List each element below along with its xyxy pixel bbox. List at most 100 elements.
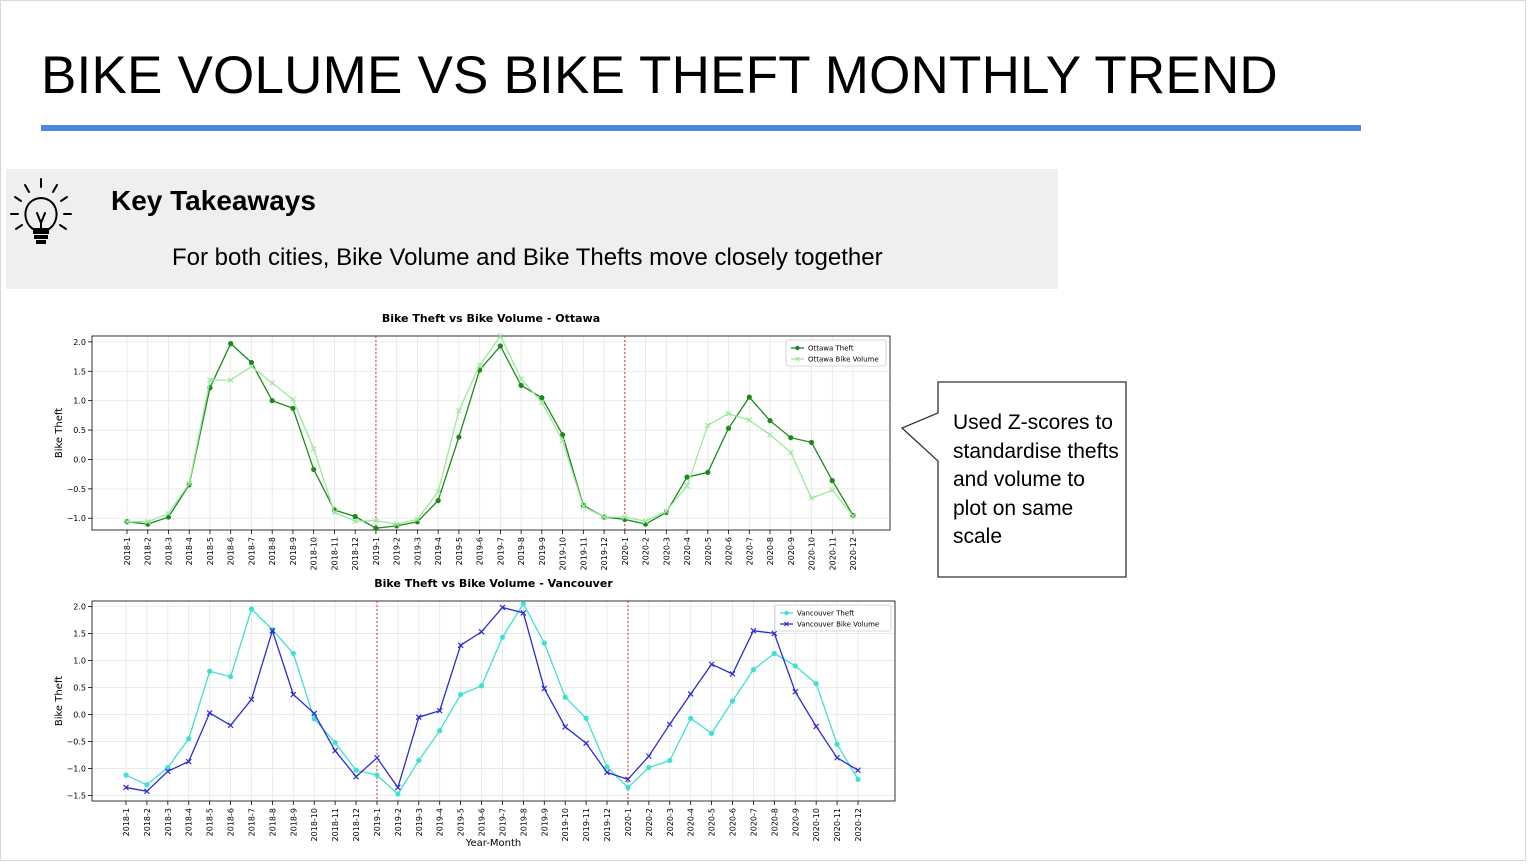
data-point bbox=[625, 776, 631, 783]
plot-frame-ottawa bbox=[91, 335, 891, 531]
x-tick-label: 2018-11 bbox=[330, 537, 339, 570]
data-point bbox=[771, 630, 778, 637]
x-tick-label: 2020-10 bbox=[812, 808, 821, 841]
data-point bbox=[269, 380, 276, 386]
data-point bbox=[456, 434, 462, 440]
y-tick-label: −0.5 bbox=[67, 485, 86, 494]
y-tick-label: 1.5 bbox=[73, 629, 86, 638]
x-tick-label: 2020-2 bbox=[645, 808, 654, 836]
legend-marker bbox=[784, 610, 789, 616]
y-axis-label-vancouver: Bike Theft bbox=[54, 676, 65, 726]
x-tick-label: 2020-1 bbox=[621, 537, 630, 565]
data-point bbox=[646, 764, 652, 771]
x-tick-label: 2018-2 bbox=[144, 537, 153, 565]
legend-label: Vancouver Bike Volume bbox=[797, 621, 879, 629]
x-tick-label: 2020-9 bbox=[791, 808, 800, 836]
data-point bbox=[813, 681, 819, 687]
x-tick-label: 2020-11 bbox=[833, 808, 842, 841]
x-tick-label: 2018-7 bbox=[247, 537, 256, 565]
y-tick-label: 0.0 bbox=[73, 455, 86, 464]
data-point bbox=[124, 518, 130, 525]
x-tick-label: 2018-6 bbox=[227, 808, 236, 836]
x-tick-label: 2018-12 bbox=[352, 808, 361, 841]
data-point bbox=[499, 634, 506, 640]
data-point bbox=[746, 394, 752, 400]
data-point bbox=[206, 709, 213, 716]
data-point bbox=[186, 480, 193, 487]
data-point bbox=[808, 495, 815, 502]
data-point bbox=[311, 466, 317, 473]
data-point bbox=[478, 628, 485, 635]
data-point bbox=[165, 514, 172, 520]
legend-label: Ottawa Theft bbox=[808, 345, 854, 353]
data-point bbox=[248, 363, 255, 370]
data-point bbox=[580, 503, 587, 510]
data-point bbox=[855, 776, 861, 782]
data-point bbox=[850, 512, 856, 519]
x-tick-label: 2019-1 bbox=[373, 808, 382, 836]
data-point bbox=[497, 333, 504, 339]
data-point bbox=[725, 425, 732, 431]
legend-box-vancouver bbox=[774, 604, 892, 632]
y-tick-label: −1.5 bbox=[67, 792, 86, 801]
data-point bbox=[352, 513, 358, 520]
data-point bbox=[353, 773, 359, 780]
data-point bbox=[393, 521, 400, 528]
data-point bbox=[394, 784, 401, 791]
legend-marker bbox=[795, 345, 800, 351]
data-point bbox=[372, 517, 379, 524]
x-tick-label: 2019-2 bbox=[394, 808, 403, 836]
x-tick-label: 2020-1 bbox=[624, 808, 633, 836]
data-point bbox=[310, 445, 317, 452]
x-tick-label: 2019-11 bbox=[582, 808, 591, 841]
x-tick-label: 2019-1 bbox=[372, 537, 381, 565]
x-tick-label: 2018-1 bbox=[123, 537, 132, 565]
x-axis-label-vancouver: Year-Month bbox=[465, 838, 521, 849]
data-point bbox=[539, 395, 545, 401]
x-tick-label: 2019-10 bbox=[561, 808, 570, 841]
data-point bbox=[455, 407, 462, 414]
data-point bbox=[311, 716, 317, 722]
data-point bbox=[123, 772, 129, 778]
data-point bbox=[332, 740, 338, 746]
lightbulb-icon bbox=[10, 178, 72, 244]
data-point bbox=[165, 510, 172, 517]
x-tick-label: 2018-1 bbox=[122, 808, 131, 836]
x-tick-label: 2019-4 bbox=[434, 537, 443, 565]
x-tick-label: 2020-6 bbox=[725, 537, 734, 565]
data-point bbox=[562, 724, 569, 730]
data-point bbox=[583, 740, 590, 747]
data-point bbox=[331, 509, 338, 516]
data-point bbox=[642, 518, 649, 525]
x-tick-label: 2020-3 bbox=[662, 537, 671, 565]
data-point bbox=[767, 431, 773, 438]
data-point bbox=[458, 691, 464, 698]
data-point bbox=[228, 341, 234, 347]
x-tick-label: 2018-12 bbox=[351, 537, 360, 570]
series-line-ottawa-1 bbox=[127, 334, 854, 525]
data-point bbox=[269, 627, 276, 634]
x-tick-label: 2020-12 bbox=[854, 808, 863, 841]
x-tick-label: 2019-9 bbox=[538, 537, 547, 565]
data-point bbox=[290, 650, 296, 657]
data-point bbox=[227, 377, 234, 384]
x-tick-label: 2018-10 bbox=[310, 808, 319, 841]
data-point bbox=[771, 650, 777, 657]
x-tick-label: 2020-3 bbox=[666, 808, 675, 836]
data-point bbox=[792, 688, 799, 695]
data-point bbox=[829, 487, 836, 493]
chart-title-ottawa: Bike Theft vs Bike Volume - Ottawa bbox=[382, 312, 600, 325]
x-tick-label: 2020-4 bbox=[683, 537, 692, 565]
x-tick-label: 2019-5 bbox=[455, 537, 464, 565]
data-point bbox=[583, 715, 589, 721]
data-point bbox=[604, 764, 610, 770]
data-point bbox=[435, 488, 442, 495]
x-tick-label: 2020-8 bbox=[766, 537, 775, 565]
x-tick-label: 2020-5 bbox=[708, 808, 717, 836]
x-tick-label: 2018-9 bbox=[289, 537, 298, 565]
data-point bbox=[666, 721, 673, 728]
data-point bbox=[625, 784, 631, 791]
x-tick-label: 2019-5 bbox=[457, 808, 466, 836]
data-point bbox=[520, 601, 526, 607]
